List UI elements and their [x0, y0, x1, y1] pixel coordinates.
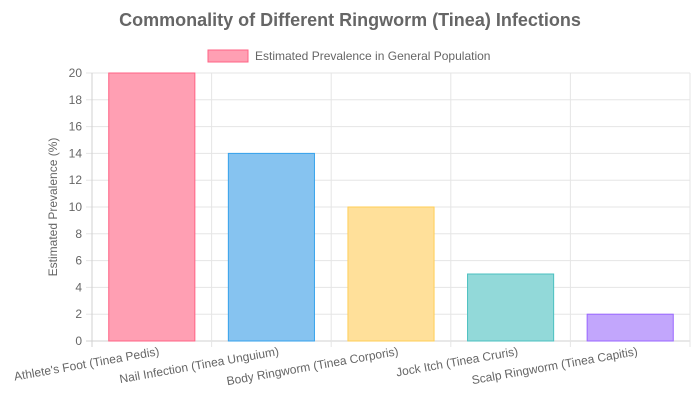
y-tick-label: 16: [69, 120, 83, 134]
bar: [227, 152, 315, 342]
y-tick-label: 6: [75, 254, 82, 268]
y-axis-ticks: 0 2 4 6 8 10 12 14 16 18 20: [69, 66, 83, 348]
y-tick-label: 8: [75, 227, 82, 241]
chart-title: Commonality of Different Ringworm (Tinea…: [119, 10, 581, 30]
y-tick-label: 18: [69, 93, 83, 107]
y-tick-label: 0: [75, 334, 82, 348]
legend-swatch: [207, 49, 249, 63]
y-tick-label: 20: [69, 66, 83, 80]
bar: [108, 72, 196, 342]
y-tick-label: 12: [69, 173, 83, 187]
y-tick-label: 4: [75, 280, 82, 294]
bar: [467, 273, 555, 342]
y-axis-title: Estimated Prevalence (%): [46, 138, 60, 277]
y-tick-label: 2: [75, 307, 82, 321]
bar: [586, 313, 674, 342]
legend[interactable]: Estimated Prevalence in General Populati…: [207, 49, 490, 63]
legend-label: Estimated Prevalence in General Populati…: [255, 49, 490, 63]
y-tick-label: 14: [69, 146, 83, 160]
y-tick-label: 10: [69, 200, 83, 214]
bar: [347, 206, 435, 342]
x-axis-ticks: Athlete's Foot (Tinea Pedis)Nail Infecti…: [13, 344, 639, 388]
bars: [108, 72, 674, 342]
